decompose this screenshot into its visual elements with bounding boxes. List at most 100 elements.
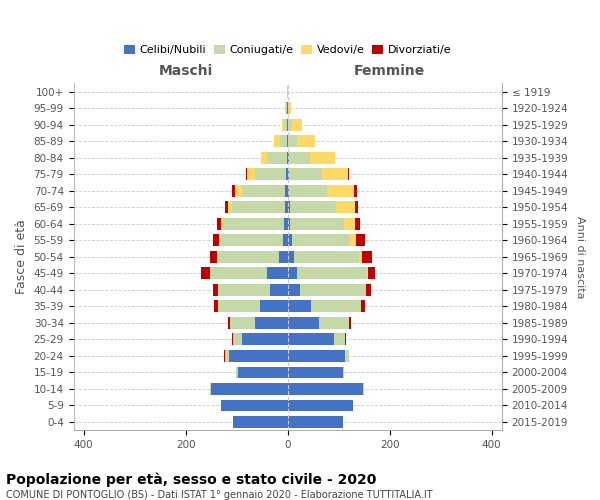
Bar (254, 168, 286, 180)
Bar (290, 218, 344, 230)
Bar (292, 234, 350, 246)
Bar (289, 185, 328, 196)
Bar (335, 202, 355, 213)
Bar (361, 300, 365, 312)
Bar (218, 284, 270, 296)
Bar (254, 317, 287, 329)
Bar (225, 202, 227, 213)
Bar (345, 350, 349, 362)
Bar (233, 416, 287, 428)
Bar (287, 152, 289, 164)
Bar (274, 135, 280, 147)
Bar (284, 218, 287, 230)
Bar (213, 234, 219, 246)
Bar (285, 185, 287, 196)
Bar (287, 185, 289, 196)
Bar (355, 202, 358, 213)
Bar (349, 317, 351, 329)
Bar (213, 284, 218, 296)
Bar (287, 317, 319, 329)
Bar (289, 152, 310, 164)
Bar (368, 268, 376, 280)
Bar (287, 284, 301, 296)
Bar (310, 152, 335, 164)
Bar (280, 135, 287, 147)
Bar (322, 168, 349, 180)
Bar (221, 218, 223, 230)
Bar (344, 218, 355, 230)
Y-axis label: Anni di nascita: Anni di nascita (575, 216, 585, 298)
Bar (232, 202, 285, 213)
Bar (287, 268, 297, 280)
Bar (356, 234, 365, 246)
Bar (287, 118, 292, 130)
Bar (287, 350, 345, 362)
Y-axis label: Fasce di età: Fasce di età (15, 220, 28, 294)
Bar (286, 102, 287, 114)
Bar (294, 251, 359, 263)
Bar (301, 284, 366, 296)
Bar (217, 251, 218, 263)
Bar (261, 152, 267, 164)
Bar (366, 284, 371, 296)
Bar (289, 168, 322, 180)
Text: Popolazione per età, sesso e stato civile - 2020: Popolazione per età, sesso e stato civil… (6, 472, 376, 487)
Bar (233, 334, 242, 345)
Bar (229, 350, 287, 362)
Bar (227, 202, 232, 213)
Bar (298, 135, 315, 147)
Bar (227, 317, 230, 329)
Bar (221, 400, 287, 411)
Text: Maschi: Maschi (158, 64, 213, 78)
Bar (225, 350, 229, 362)
Bar (238, 366, 287, 378)
Bar (210, 268, 267, 280)
Bar (334, 334, 345, 345)
Bar (363, 383, 364, 395)
Bar (211, 383, 287, 395)
Bar (210, 383, 211, 395)
Bar (288, 135, 298, 147)
Bar (287, 168, 289, 180)
Legend: Celibi/Nubili, Coniugati/e, Vedovi/e, Divorziati/e: Celibi/Nubili, Coniugati/e, Vedovi/e, Di… (119, 40, 456, 60)
Bar (217, 218, 221, 230)
Bar (287, 251, 294, 263)
Bar (218, 300, 260, 312)
Bar (232, 334, 233, 345)
Bar (292, 118, 302, 130)
Bar (223, 218, 284, 230)
Bar (286, 168, 287, 180)
Bar (201, 268, 209, 280)
Bar (267, 268, 287, 280)
Bar (232, 185, 235, 196)
Bar (219, 234, 220, 246)
Bar (242, 185, 285, 196)
Bar (236, 366, 238, 378)
Bar (287, 366, 343, 378)
Bar (278, 251, 287, 263)
Bar (285, 202, 287, 213)
Bar (345, 334, 346, 345)
Bar (218, 251, 278, 263)
Bar (355, 218, 360, 230)
Bar (230, 317, 254, 329)
Bar (281, 118, 284, 130)
Bar (290, 202, 335, 213)
Bar (288, 102, 291, 114)
Bar (214, 300, 218, 312)
Bar (328, 185, 354, 196)
Bar (287, 218, 290, 230)
Bar (311, 300, 361, 312)
Bar (284, 118, 287, 130)
Text: COMUNE DI PONTOGLIO (BS) - Dati ISTAT 1° gennaio 2020 - Elaborazione TUTTITALIA.: COMUNE DI PONTOGLIO (BS) - Dati ISTAT 1°… (6, 490, 433, 500)
Bar (260, 300, 287, 312)
Bar (220, 234, 283, 246)
Bar (287, 416, 343, 428)
Bar (285, 102, 286, 114)
Bar (283, 234, 287, 246)
Bar (350, 234, 356, 246)
Bar (287, 300, 311, 312)
Bar (242, 334, 287, 345)
Bar (287, 202, 290, 213)
Bar (319, 317, 349, 329)
